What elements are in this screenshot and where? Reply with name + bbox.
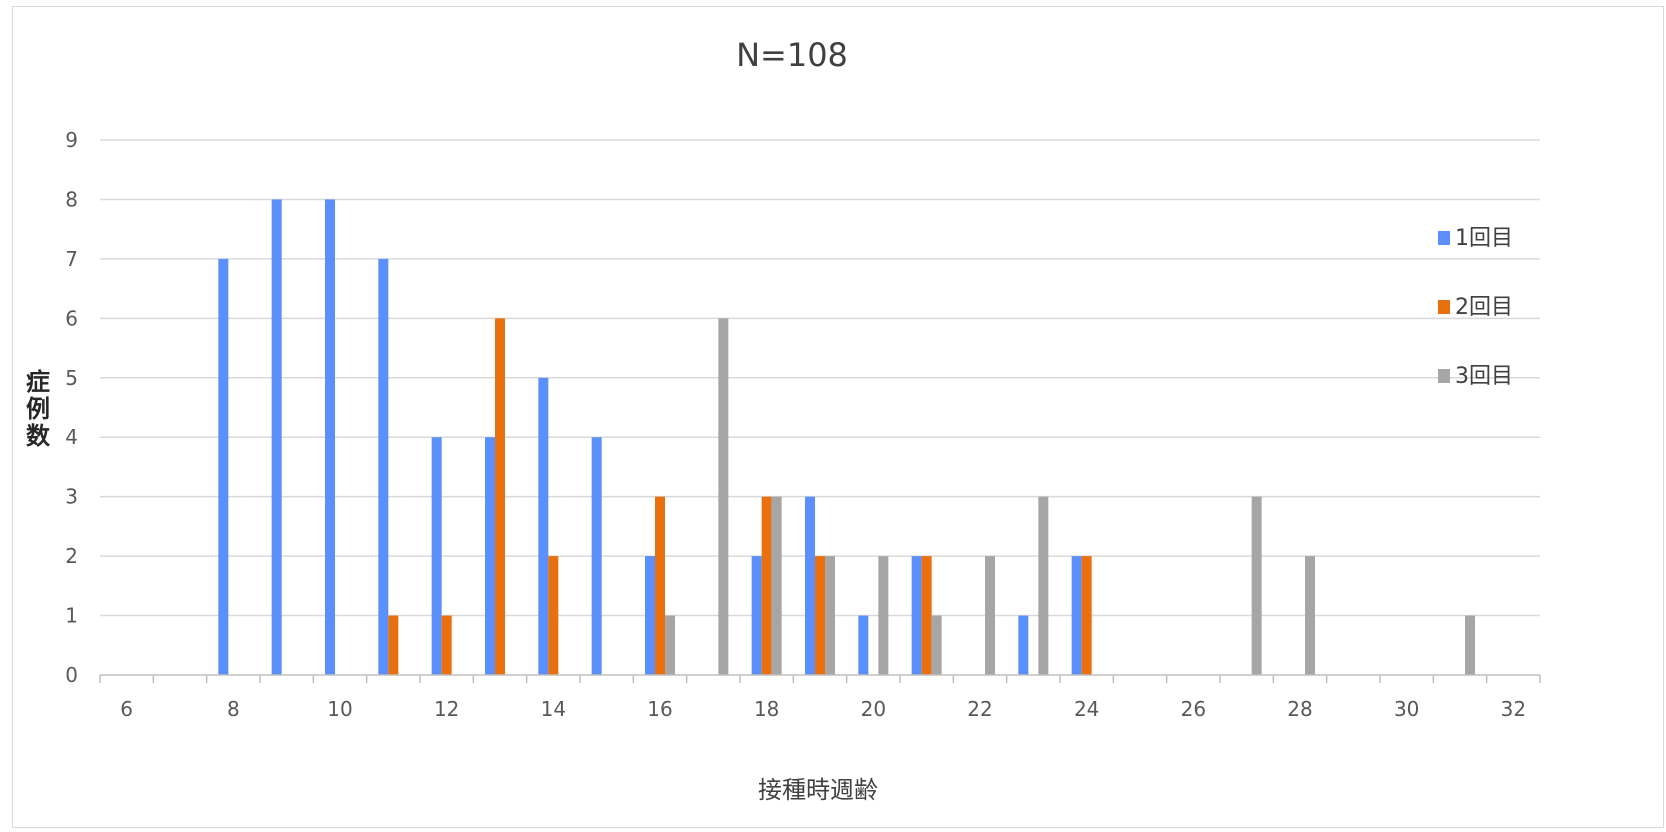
y-axis-title-char: 数 — [26, 422, 51, 450]
bar-series-3 — [825, 556, 835, 675]
bar-series-1 — [858, 615, 869, 675]
bar-series-2 — [655, 496, 665, 675]
bar-series-2 — [548, 556, 559, 675]
bar-series-3 — [718, 318, 729, 675]
legend-swatch — [1438, 369, 1450, 383]
bar-series-1 — [271, 199, 282, 675]
bar-series-1 — [805, 496, 815, 675]
legend-label: 3回目 — [1455, 364, 1513, 389]
y-tick-label: 6 — [65, 306, 78, 330]
bar-series-2 — [921, 556, 932, 675]
bar-series-1 — [538, 377, 549, 675]
bar-series-3 — [1038, 496, 1049, 675]
bar-series-2 — [441, 615, 452, 675]
bar-series-2 — [495, 318, 505, 675]
legend-swatch — [1438, 231, 1450, 245]
x-tick-label: 20 — [861, 697, 886, 721]
bar-series-1 — [591, 437, 602, 675]
x-tick-label: 30 — [1394, 697, 1419, 721]
bar-series-3 — [771, 496, 782, 675]
gridlines — [100, 139, 1540, 617]
chart-title: N=108 — [736, 36, 848, 74]
x-tick-label: 24 — [1074, 697, 1099, 721]
legend: 1回目 2回目 3回目 — [1438, 226, 1513, 389]
bar-series-1 — [485, 437, 495, 675]
y-axis-title-char: 症 — [26, 368, 50, 396]
bar-series-1 — [1018, 615, 1029, 675]
bar-series-3 — [985, 556, 995, 675]
y-tick-label: 2 — [65, 544, 78, 568]
x-tick-label: 32 — [1501, 697, 1526, 721]
x-axis — [99, 674, 1541, 683]
y-tick-label: 4 — [65, 425, 78, 449]
bar-series-2 — [388, 615, 399, 675]
legend-swatch — [1438, 300, 1450, 314]
y-tick-label: 9 — [65, 128, 78, 152]
y-tick-label: 0 — [65, 663, 78, 687]
bar-series-3 — [1465, 615, 1475, 675]
y-tick-label: 1 — [65, 604, 78, 628]
bar-series-3 — [878, 556, 889, 675]
legend-label: 1回目 — [1455, 226, 1513, 251]
y-axis-title-char: 例 — [26, 395, 50, 423]
x-tick-label: 8 — [227, 697, 240, 721]
bar-series-1 — [378, 258, 389, 675]
x-axis-title: 接種時週齢 — [758, 776, 878, 804]
x-tick-label: 18 — [754, 697, 779, 721]
x-axis-ticks: 6 8 10 12 14 16 18 20 22 24 26 28 30 32 — [120, 697, 1526, 721]
bar-series-1 — [1071, 556, 1082, 675]
x-tick-label: 28 — [1287, 697, 1312, 721]
y-tick-label: 8 — [65, 187, 78, 211]
y-tick-label: 7 — [65, 247, 78, 271]
bar-series-3 — [1251, 496, 1262, 675]
y-tick-label: 3 — [65, 485, 78, 509]
bar-series-1 — [431, 437, 442, 675]
x-tick-label: 10 — [327, 697, 352, 721]
bar-series-3 — [931, 615, 942, 675]
y-axis-ticks: 0 1 2 3 4 5 6 7 8 9 — [65, 128, 78, 687]
x-tick-label: 16 — [647, 697, 672, 721]
legend-label: 2回目 — [1455, 295, 1513, 320]
x-tick-label: 6 — [120, 697, 133, 721]
bar-series-1 — [645, 556, 655, 675]
bar-series-1 — [751, 556, 762, 675]
bar-series-1 — [911, 556, 922, 675]
x-tick-label: 22 — [967, 697, 992, 721]
bars — [218, 199, 1475, 675]
bar-series-2 — [1081, 556, 1092, 675]
x-tick-label: 14 — [541, 697, 566, 721]
x-tick-label: 12 — [434, 697, 459, 721]
bar-series-2 — [815, 556, 825, 675]
y-tick-label: 5 — [65, 366, 78, 390]
y-axis-title: 症例数 — [26, 368, 51, 450]
x-tick-label: 26 — [1181, 697, 1206, 721]
bar-series-1 — [325, 199, 335, 675]
bar-series-3 — [1305, 556, 1315, 675]
bar-series-2 — [761, 496, 772, 675]
bar-series-3 — [665, 615, 675, 675]
bar-series-1 — [218, 258, 229, 675]
chart-frame — [12, 6, 1664, 828]
